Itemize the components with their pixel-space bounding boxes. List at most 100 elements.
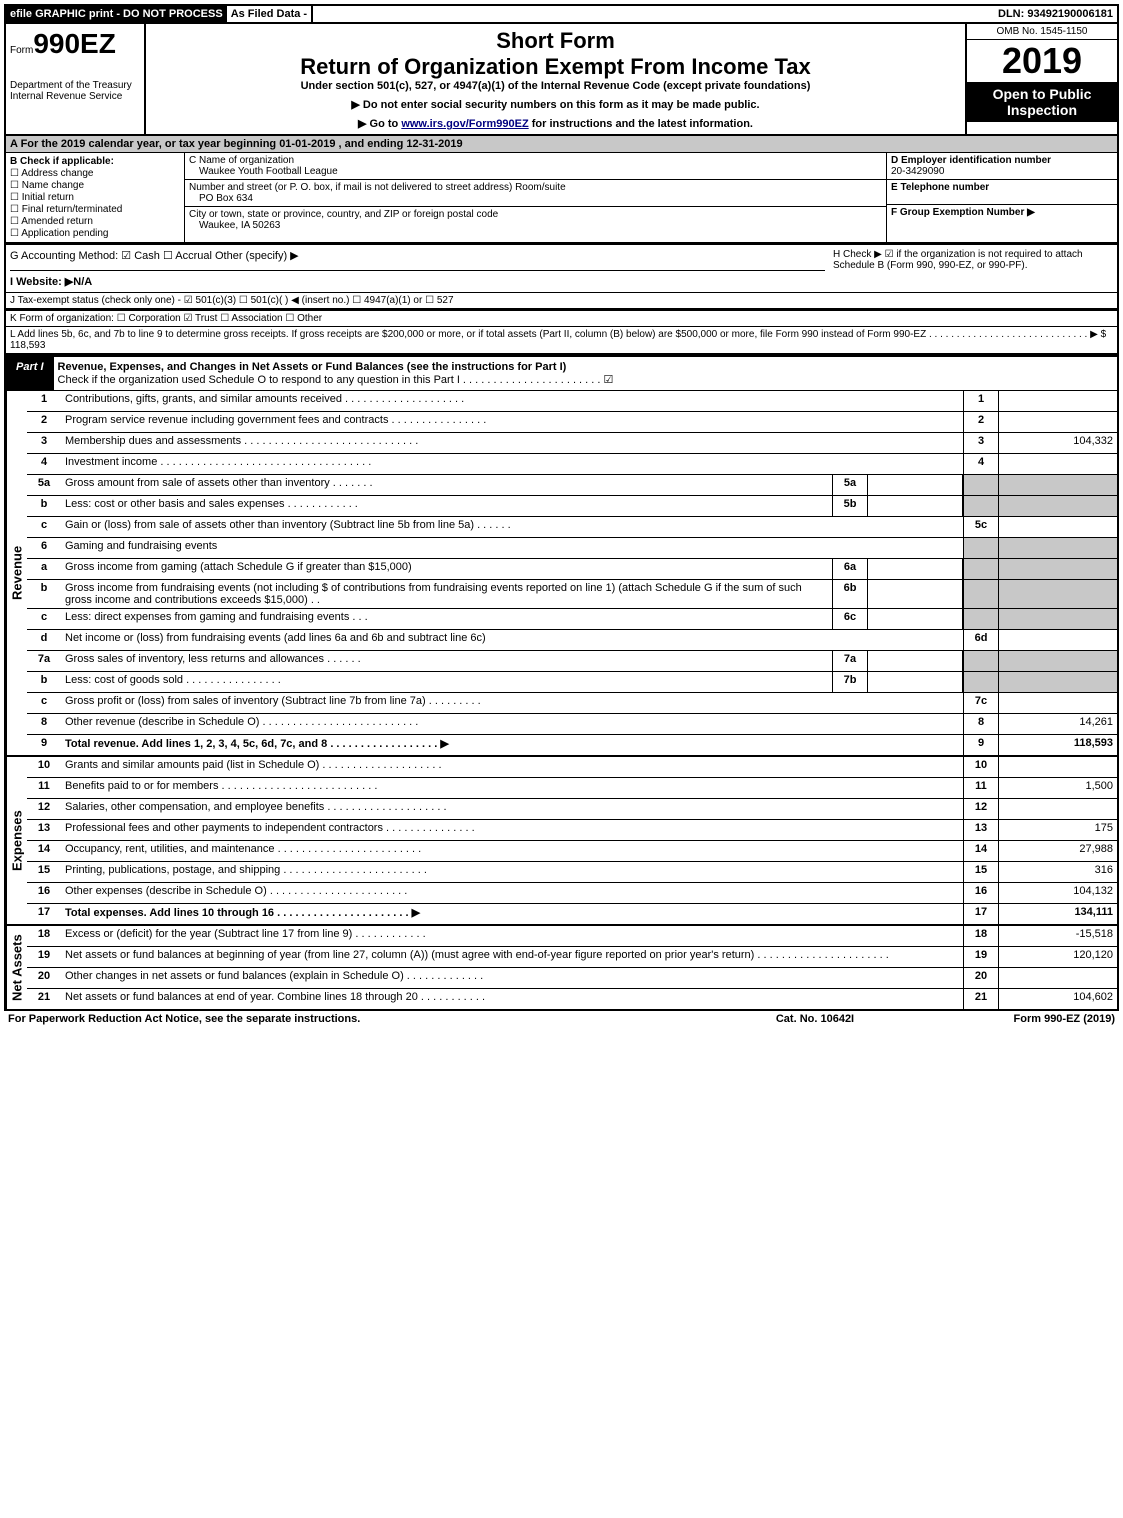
row-endnum: 15 <box>963 862 998 882</box>
group-label: F Group Exemption Number ▶ <box>891 207 1035 218</box>
dept-label: Department of the Treasury <box>10 80 140 91</box>
row-desc: Other expenses (describe in Schedule O) … <box>61 883 963 903</box>
row-endnum: 14 <box>963 841 998 861</box>
row-num: 9 <box>27 735 61 755</box>
row-desc: Excess or (deficit) for the year (Subtra… <box>61 926 963 946</box>
row-desc: Contributions, gifts, grants, and simila… <box>61 391 963 411</box>
line-j: J Tax-exempt status (check only one) - ☑… <box>4 293 1119 309</box>
row-desc: Less: cost or other basis and sales expe… <box>61 496 832 516</box>
row-val <box>998 454 1117 474</box>
netassets-table: Net Assets 18Excess or (deficit) for the… <box>4 926 1119 1011</box>
form-number: 990EZ <box>33 28 116 59</box>
warning-2-suffix: for instructions and the latest informat… <box>529 118 753 130</box>
ein-label: D Employer identification number <box>891 155 1113 166</box>
row-endnum <box>963 496 998 516</box>
row-endnum: 10 <box>963 757 998 777</box>
row-num: 21 <box>27 989 61 1009</box>
row-val <box>998 580 1117 608</box>
row-num: c <box>27 609 61 629</box>
row-midval <box>868 651 963 671</box>
right-box: OMB No. 1545-1150 2019 Open to Public In… <box>965 24 1117 134</box>
as-filed-label: As Filed Data - <box>227 6 313 22</box>
row-endnum: 2 <box>963 412 998 432</box>
line-a: A For the 2019 calendar year, or tax yea… <box>6 136 1117 153</box>
row-endnum: 8 <box>963 714 998 734</box>
row-val: 104,602 <box>998 989 1117 1009</box>
row-val <box>998 475 1117 495</box>
footer-left: For Paperwork Reduction Act Notice, see … <box>8 1013 715 1025</box>
row-midval <box>868 475 963 495</box>
row-num: 14 <box>27 841 61 861</box>
line-l: L Add lines 5b, 6c, and 7b to line 9 to … <box>4 327 1119 355</box>
row-val <box>998 799 1117 819</box>
row-num: b <box>27 496 61 516</box>
spacer <box>313 6 994 22</box>
row-midnum: 7a <box>832 651 868 671</box>
row-desc: Other changes in net assets or fund bala… <box>61 968 963 988</box>
omb-number: OMB No. 1545-1150 <box>967 24 1117 40</box>
ein-value: 20-3429090 <box>891 166 1113 177</box>
row-num: 1 <box>27 391 61 411</box>
addr-label: Number and street (or P. O. box, if mail… <box>189 182 882 193</box>
row-desc: Total expenses. Add lines 10 through 16 … <box>61 904 963 924</box>
line-g: G Accounting Method: ☑ Cash ☐ Accrual Ot… <box>10 249 825 271</box>
open-public-badge: Open to Public Inspection <box>967 82 1117 122</box>
row-val <box>998 757 1117 777</box>
row-val <box>998 496 1117 516</box>
row-midnum: 6a <box>832 559 868 579</box>
row-midnum: 6c <box>832 609 868 629</box>
row-desc: Net assets or fund balances at end of ye… <box>61 989 963 1009</box>
row-desc: Less: cost of goods sold . . . . . . . .… <box>61 672 832 692</box>
row-val: 104,132 <box>998 883 1117 903</box>
check-b-title: B Check if applicable: <box>10 156 180 167</box>
row-desc: Investment income . . . . . . . . . . . … <box>61 454 963 474</box>
row-val: 104,332 <box>998 433 1117 453</box>
check-opt-0: ☐ Address change <box>10 168 180 179</box>
row-num: 12 <box>27 799 61 819</box>
row-endnum: 19 <box>963 947 998 967</box>
part-1-check: Check if the organization used Schedule … <box>58 374 614 386</box>
row-num: 11 <box>27 778 61 798</box>
line-h: H Check ▶ ☑ if the organization is not r… <box>829 245 1117 292</box>
efile-banner: efile GRAPHIC print - DO NOT PROCESS As … <box>4 4 1119 24</box>
row-endnum: 17 <box>963 904 998 924</box>
row-midnum: 5a <box>832 475 868 495</box>
row-desc: Grants and similar amounts paid (list in… <box>61 757 963 777</box>
row-num: 18 <box>27 926 61 946</box>
row-desc: Printing, publications, postage, and shi… <box>61 862 963 882</box>
row-desc: Benefits paid to or for members . . . . … <box>61 778 963 798</box>
row-num: c <box>27 517 61 537</box>
row-endnum: 16 <box>963 883 998 903</box>
row-endnum: 4 <box>963 454 998 474</box>
row-desc: Net income or (loss) from fundraising ev… <box>61 630 963 650</box>
row-val <box>998 651 1117 671</box>
row-val: 27,988 <box>998 841 1117 861</box>
warning-2-prefix: ▶ Go to <box>358 118 401 130</box>
row-desc: Less: direct expenses from gaming and fu… <box>61 609 832 629</box>
part-1-label: Part I <box>6 357 54 390</box>
row-num: 16 <box>27 883 61 903</box>
footer-right: Form 990-EZ (2019) <box>915 1013 1115 1025</box>
row-val: 120,120 <box>998 947 1117 967</box>
line-k: K Form of organization: ☐ Corporation ☑ … <box>4 309 1119 327</box>
row-val <box>998 968 1117 988</box>
page-footer: For Paperwork Reduction Act Notice, see … <box>4 1011 1119 1027</box>
tel-label: E Telephone number <box>891 182 1113 193</box>
row-num: 15 <box>27 862 61 882</box>
row-desc: Gross income from gaming (attach Schedul… <box>61 559 832 579</box>
row-val <box>998 517 1117 537</box>
row-endnum <box>963 538 998 558</box>
row-val <box>998 412 1117 432</box>
row-val <box>998 609 1117 629</box>
irs-link[interactable]: www.irs.gov/Form990EZ <box>401 118 528 130</box>
gh-row: G Accounting Method: ☑ Cash ☐ Accrual Ot… <box>4 245 1119 293</box>
row-endnum <box>963 609 998 629</box>
row-endnum <box>963 475 998 495</box>
row-val: -15,518 <box>998 926 1117 946</box>
row-val: 134,111 <box>998 904 1117 924</box>
row-endnum <box>963 580 998 608</box>
row-endnum: 21 <box>963 989 998 1009</box>
row-desc: Salaries, other compensation, and employ… <box>61 799 963 819</box>
row-desc: Net assets or fund balances at beginning… <box>61 947 963 967</box>
row-num: 20 <box>27 968 61 988</box>
